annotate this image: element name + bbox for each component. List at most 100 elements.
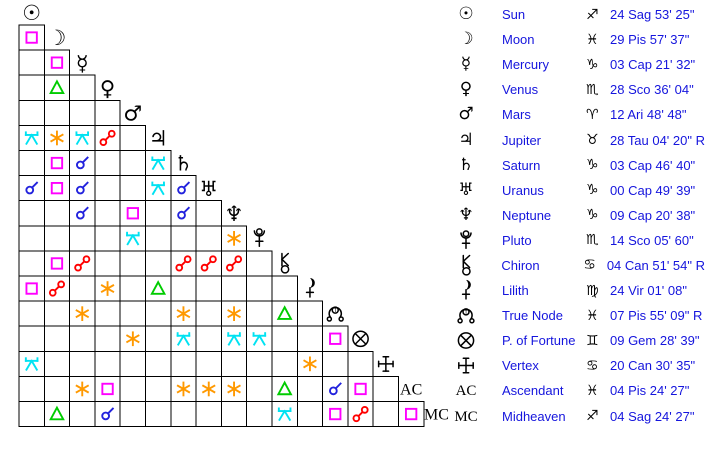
aspect-cell [145,175,172,202]
planet-name: Midheaven [502,408,566,424]
saturn-icon: ♄ [174,152,193,176]
planet-table-row: ☿ Mercury ♑ 03 Cap 21' 32" [452,52,705,77]
aspect-cell [43,225,71,252]
virgo-icon: ♍ [586,282,599,299]
sagittarius-icon: ♐ [586,6,599,23]
aspect-glyph-sextile [176,381,191,397]
aspect-cell [119,150,146,177]
aspect-cell [69,350,96,377]
mercury-icon: ☿ [460,54,472,75]
gemini-icon: ♊ [586,332,599,349]
truenode-icon: T [326,306,344,322]
aspect-glyph-sextile [201,381,216,397]
planet-position: 28 Sco 36' 04" [610,82,694,98]
aspect-cell [119,350,146,377]
aspect-cell [195,275,222,302]
aspect-cell [246,300,273,327]
planet-table-row: P. of Fortune ♊ 09 Gem 28' 39" [452,328,705,353]
aspect-cell [18,99,45,126]
aspect-cell [119,225,146,252]
aspect-cell [271,350,298,377]
planet-name: True Node [502,308,563,324]
aspect-cell [246,250,273,277]
uranus-icon: ♅ [458,179,474,200]
taurus-icon: ♉ [585,132,599,149]
vertex-icon [458,357,474,374]
aspect-cell [119,175,146,202]
neptune-icon: ♆ [225,202,244,226]
aspect-cell [145,325,172,352]
aspect-glyph-quincunx [151,181,165,196]
aspect-cell [94,325,121,352]
aspect-cell [18,375,45,402]
aspect-cell [94,250,121,277]
aspect-cell [145,250,172,277]
capricorn-icon: ♑ [586,56,599,73]
planet-position: 29 Pis 57' 37" [610,32,690,48]
aspect-glyph-sextile [75,381,90,397]
capricorn-icon: ♑ [586,207,599,224]
aspect-cell [69,99,96,126]
aspect-cell [43,300,71,327]
planet-position: 09 Gem 28' 39" [610,333,700,349]
aries-icon: ♈ [586,106,599,123]
aspect-glyph-square [329,332,342,345]
aspect-glyph-sextile [50,130,64,146]
planet-position: 12 Ari 48' 48" [610,107,687,123]
aspect-cell [246,325,273,352]
aspect-glyph-trine [150,280,167,295]
planet-glyph-cell: ☉ [452,6,480,23]
neptune-icon: ♆ [458,204,474,225]
planet-position: 24 Sag 53' 25" [610,7,695,23]
capricorn-icon: ♑ [586,157,599,174]
aspect-glyph-opposition [175,255,192,272]
aspect-cell [271,375,298,402]
planet-table-row: ♂ Mars ♈ 12 Ari 48' 48" [452,102,705,127]
jupiter-icon: ♃ [149,127,168,151]
aspect-cell [119,375,146,402]
saturn-icon: ♄ [458,154,474,175]
pluto-icon [253,228,266,247]
aspect-glyph-square [50,181,64,195]
aspect-cell [271,325,298,352]
planet-name: Moon [502,32,535,48]
planet-name: Mars [502,107,531,123]
planet-table-row: ♅ Uranus ♑ 00 Cap 49' 39" [452,178,705,203]
planet-glyph-cell: ☿ [452,56,480,73]
aspect-glyph-quincunx [252,332,267,346]
scorpio-icon: ♏ [586,81,599,98]
chiron-icon [461,254,471,276]
aspect-cell [43,49,71,76]
aspect-cell [170,275,197,302]
aspect-glyph-sextile [303,356,317,372]
capricorn-icon: ♑ [586,182,599,199]
fortune-icon [457,332,475,350]
pisces-icon: ♓ [586,382,599,399]
aspect-glyph-quincunx [176,332,191,346]
aspect-glyph-trine [49,79,65,94]
aspect-cell [220,401,248,428]
planet-glyph-cell: AC [452,382,480,399]
planet-name: Pluto [502,232,532,248]
aspect-cell [170,401,197,428]
aspect-glyph-quincunx [75,131,90,146]
aspect-cell [195,350,222,377]
planet-position: 20 Can 30' 35" [610,358,696,374]
planet-glyph-cell [452,353,480,378]
aspect-cell [94,225,121,252]
aspect-glyph-square [126,207,140,220]
planet-glyph-cell [452,228,480,253]
aspect-cell [170,325,197,352]
aspect-cell [195,225,222,252]
aspect-glyph-opposition [99,129,116,146]
aspect-cell [43,150,71,177]
planet-name: Lilith [502,283,529,299]
planet-table-row: ☽ Moon ♓ 29 Pis 57' 37" [452,27,705,52]
mars-icon: ♂ [123,102,142,126]
planet-table-row: ☉ Sun ♐ 24 Sag 53' 25" [452,2,705,27]
planet-position: 07 Pis 55' 09" R [610,308,703,324]
planet-glyph-cell: ♅ [452,179,480,200]
aspect-cell [18,74,45,101]
aspect-cell [398,401,425,428]
